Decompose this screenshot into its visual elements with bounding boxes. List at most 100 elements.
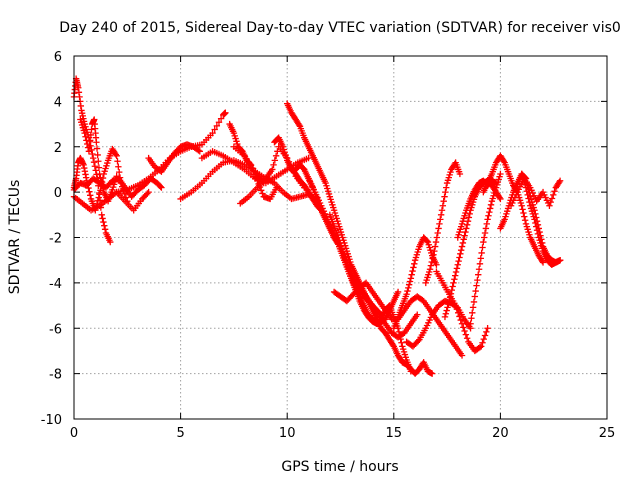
x-tick-label: 5 (176, 426, 184, 441)
data-point (456, 170, 464, 178)
data-point (462, 228, 469, 236)
data-point (252, 174, 260, 181)
x-tick-label: 25 (599, 426, 616, 441)
data-point (445, 301, 452, 308)
data-point (548, 195, 556, 202)
data-point (486, 208, 493, 216)
y-tick-label: 4 (54, 95, 62, 110)
series-sat-y (467, 170, 504, 327)
y-tick-label: 0 (54, 186, 62, 201)
data-point (526, 198, 533, 206)
data-point (474, 276, 481, 284)
data-point (463, 221, 471, 228)
data-point (452, 268, 460, 276)
data-point (89, 154, 97, 162)
data-point (394, 288, 402, 296)
data-point (470, 298, 478, 306)
data-point (550, 191, 557, 199)
data-point (453, 305, 461, 313)
data-point (480, 238, 487, 246)
data-point (426, 266, 434, 273)
data-point (479, 339, 486, 346)
data-point (86, 188, 93, 195)
series-sat-ac (518, 170, 564, 268)
data-point (457, 316, 464, 324)
data-point (475, 271, 482, 278)
data-point (91, 163, 99, 170)
data-point (157, 183, 164, 190)
data-point (428, 258, 435, 266)
data-point (115, 163, 122, 170)
y-tick-label: -10 (41, 413, 62, 428)
data-point (556, 177, 564, 184)
data-point (145, 188, 152, 196)
data-point (107, 238, 114, 246)
data-point (144, 190, 151, 197)
y-tick-label: 6 (54, 50, 62, 65)
axis-ticks: 0 5 10 15 20 25 -10 -8 -6 -4 -2 0 2 4 6 (41, 50, 616, 441)
data-point (521, 217, 529, 224)
y-axis-label: SDTVAR / TECUs (7, 180, 23, 295)
series-sat-v (433, 268, 491, 355)
data-point (485, 212, 492, 219)
data-point (430, 251, 437, 258)
data-point (377, 311, 385, 318)
y-tick-label: -2 (49, 232, 62, 247)
data-point (450, 279, 457, 287)
data-point (449, 283, 456, 290)
data-point (454, 309, 462, 317)
data-point (444, 304, 451, 311)
data-point (88, 126, 95, 133)
data-point (87, 192, 94, 199)
data-point (500, 158, 508, 165)
data-point (473, 282, 480, 289)
data-point (497, 170, 504, 178)
data-point (556, 256, 564, 264)
data-point (90, 158, 98, 166)
x-tick-label: 10 (279, 426, 296, 441)
data-point (431, 247, 438, 255)
data-point (496, 194, 503, 201)
data-point (486, 205, 494, 212)
grid (74, 56, 607, 419)
data-point (414, 311, 421, 318)
data-point (270, 161, 277, 169)
data-point (99, 215, 106, 222)
data-point (411, 260, 418, 268)
data-point (97, 174, 104, 181)
data-point (215, 119, 223, 126)
data-point (257, 187, 265, 194)
data-point (405, 284, 412, 292)
data-point (112, 151, 119, 158)
data-point (524, 191, 531, 199)
data-point (453, 265, 461, 272)
data-point (101, 226, 109, 233)
data-point (410, 264, 417, 271)
data-point (458, 243, 466, 250)
series-sat-d (70, 175, 165, 200)
data-point (462, 331, 470, 338)
x-tick-label: 0 (70, 426, 78, 441)
data-point (519, 206, 526, 213)
x-tick-label: 20 (492, 426, 509, 441)
data-point (196, 148, 203, 155)
data-point (100, 218, 107, 226)
data-point (403, 291, 410, 298)
data-point (435, 225, 442, 232)
series-sat-s (390, 234, 440, 332)
data-point (113, 152, 120, 160)
data-point (87, 131, 95, 139)
data-point (259, 190, 266, 197)
data-point (437, 216, 444, 223)
data-point (89, 150, 96, 158)
data-point (101, 222, 108, 229)
data-point (471, 293, 479, 300)
data-point (518, 202, 525, 209)
data-point (533, 223, 540, 230)
x-tick-label: 15 (386, 426, 403, 441)
data-point (439, 202, 447, 209)
data-point (459, 239, 467, 247)
data-point (254, 177, 261, 184)
data-point (546, 202, 553, 209)
